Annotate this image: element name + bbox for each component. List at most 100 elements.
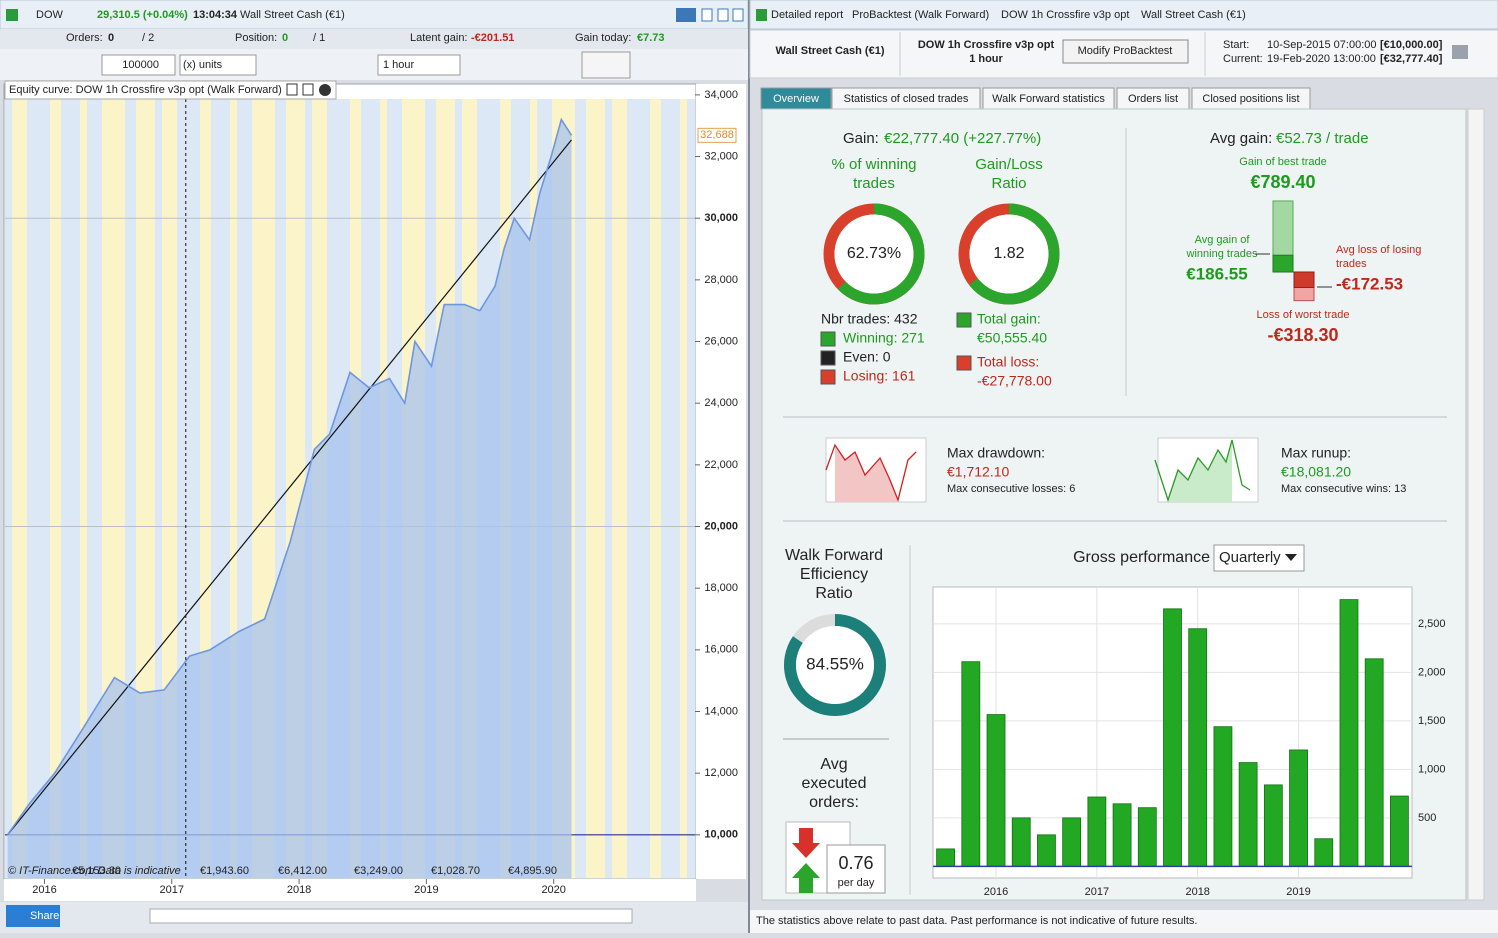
legend-swatch (820, 369, 836, 385)
label: Avg gain of (1195, 234, 1251, 246)
bar (1314, 838, 1334, 867)
label: Winning: 271 (843, 330, 925, 346)
y-tick-label: 28,000 (704, 274, 738, 286)
label: Max consecutive wins: 13 (1281, 483, 1406, 495)
bar (1364, 658, 1384, 867)
label: -€318.30 (1267, 325, 1338, 345)
label: 1 hour (969, 53, 1003, 65)
label: Max runup: (1281, 445, 1351, 461)
equity-area (7, 119, 572, 879)
label: executed (802, 775, 867, 792)
label: 29,310.5 (+0.04%) (97, 9, 188, 21)
label: / 1 (313, 32, 325, 44)
instrument-icon[interactable] (6, 9, 18, 21)
source-note: © IT-Finance.com Data is indicative (8, 865, 181, 877)
window-button[interactable] (717, 8, 729, 22)
units-select[interactable] (179, 54, 257, 76)
label: Max consecutive losses: 6 (947, 483, 1075, 495)
label: Gain of best trade (1239, 156, 1326, 168)
period-value[interactable]: Quarterly (1219, 549, 1281, 566)
x-tick-label: 2020 (541, 884, 565, 896)
x-tick-label: 2017 (1085, 886, 1109, 898)
tab-label[interactable]: Overview (773, 93, 819, 105)
window-button[interactable] (676, 8, 696, 22)
label: Loss of worst trade (1257, 309, 1350, 321)
chart-tool-icon[interactable] (302, 83, 314, 96)
background-stripe (80, 99, 87, 878)
label: Current: (1223, 53, 1263, 65)
background-stripe (136, 99, 155, 878)
label: Total loss: (977, 354, 1039, 370)
y-tick-label: 2,500 (1418, 618, 1446, 630)
label: Efficiency (800, 566, 868, 583)
label: Avg loss of losing (1336, 244, 1421, 256)
period-gain: €4,895.90 (508, 865, 557, 877)
label: / 2 (142, 32, 154, 44)
label: 19-Feb-2020 13:00:00 (1267, 53, 1376, 65)
tab-label[interactable]: Statistics of closed trades (844, 93, 969, 105)
tab-label[interactable]: Closed positions list (1202, 93, 1299, 105)
timeframe-select[interactable] (377, 54, 461, 76)
period-gain: €3,249.00 (354, 865, 403, 877)
bar (1213, 726, 1233, 867)
label: 62.73% (847, 245, 901, 262)
label: Even: 0 (843, 349, 891, 365)
bar (1188, 628, 1208, 867)
timeframe-value[interactable]: 1 hour (383, 59, 415, 71)
bar (1163, 608, 1182, 867)
y-tick-label: 22,000 (704, 459, 738, 471)
y-tick-label: 26,000 (704, 335, 738, 347)
efficiency-donut-center (796, 626, 874, 704)
background-stripe (155, 99, 162, 878)
print-icon[interactable] (1452, 45, 1468, 59)
units-value[interactable]: (x) units (183, 59, 223, 71)
current-value-box (697, 127, 737, 143)
modify-button[interactable] (1062, 39, 1189, 64)
footer-note: The statistics above relate to past data… (756, 915, 1197, 927)
bar (961, 661, 981, 867)
label: trades (1336, 258, 1367, 270)
label: €186.55 (1186, 264, 1247, 283)
bar (1037, 834, 1056, 867)
y-tick-label: 14,000 (704, 705, 738, 717)
quantity-input[interactable] (101, 54, 176, 76)
tab-label[interactable]: Orders list (1128, 93, 1178, 105)
y-tick-label: 20,000 (704, 520, 738, 532)
chart-tool-icon[interactable] (286, 83, 298, 96)
share-label[interactable]: Share (30, 910, 59, 922)
label: Total gain: (977, 311, 1041, 327)
y-tick-label: 1,000 (1418, 763, 1446, 775)
legend-swatch (956, 355, 972, 371)
window-button[interactable] (732, 8, 744, 22)
background-stripe (627, 99, 650, 878)
background-stripe (687, 99, 695, 878)
y-tick-label: 12,000 (704, 767, 738, 779)
window-button[interactable] (701, 8, 713, 22)
chart-type-button[interactable] (581, 51, 631, 79)
close-chart-icon[interactable] (319, 84, 331, 96)
scroll-track[interactable] (149, 908, 633, 924)
ratio-donut-center (969, 214, 1049, 294)
share-button[interactable] (6, 905, 60, 927)
report-scrollbar[interactable] (1467, 108, 1485, 901)
y-tick-label: 500 (1418, 812, 1436, 824)
label: Ratio (815, 585, 852, 602)
background-stripe (586, 99, 605, 878)
label: Position: (235, 32, 277, 44)
dropdown-arrow[interactable] (1285, 554, 1297, 561)
background-stripe (61, 99, 80, 878)
label: Walk Forward (785, 547, 883, 564)
x-tick-label: 2018 (1185, 886, 1209, 898)
x-tick-label: 2019 (1286, 886, 1310, 898)
bar (1112, 803, 1132, 867)
background-stripe (230, 99, 237, 878)
tab-label[interactable]: Walk Forward statistics (992, 93, 1105, 105)
trend-line (7, 139, 572, 836)
label: Wall Street Cash (€1) (240, 9, 345, 21)
quantity-value[interactable]: 100000 (122, 59, 159, 71)
y-tick-label: 24,000 (704, 397, 738, 409)
button-label[interactable]: Modify ProBacktest (1078, 45, 1173, 57)
y-tick-label: 16,000 (704, 644, 738, 656)
